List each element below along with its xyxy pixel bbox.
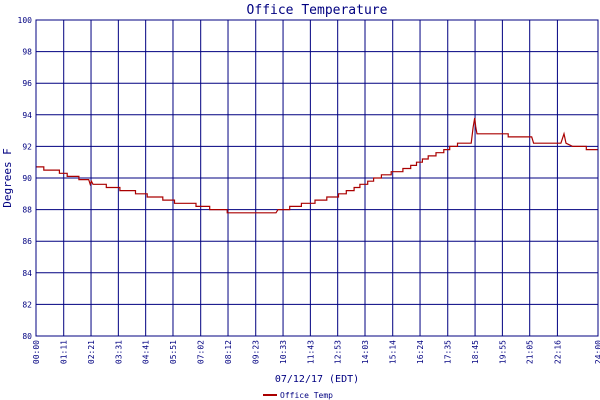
legend-label: Office Temp (280, 391, 333, 400)
y-tick-label: 90 (22, 174, 32, 183)
y-axis-label: Degrees F (1, 148, 14, 208)
y-tick-label: 80 (22, 332, 32, 341)
y-tick-label: 84 (22, 269, 32, 278)
x-tick-label: 15:14 (389, 340, 398, 364)
x-tick-label: 22:16 (553, 340, 562, 364)
x-tick-label: 04:41 (142, 340, 151, 364)
x-tick-label: 19:55 (498, 340, 507, 364)
x-tick-label: 17:35 (444, 340, 453, 364)
y-tick-label: 82 (22, 300, 32, 309)
x-tick-label: 00:00 (32, 340, 41, 364)
x-tick-label: 16:24 (416, 340, 425, 364)
x-tick-label: 18:45 (471, 340, 480, 364)
legend: Office Temp (263, 391, 333, 400)
x-axis-label: 07/12/17 (EDT) (275, 374, 359, 385)
y-tick-label: 98 (22, 48, 32, 57)
x-tick-label: 11:43 (306, 340, 315, 364)
x-tick-label: 01:11 (60, 340, 69, 364)
x-tick-label: 02:21 (87, 340, 96, 364)
x-tick-label: 08:12 (224, 340, 233, 364)
x-tick-label: 14:03 (361, 340, 370, 364)
x-axis-ticks: 00:00 01:11 02:21 03:31 04:41 05:51 07:02 08:12… (32, 340, 600, 364)
y-tick-label: 86 (22, 237, 32, 246)
x-tick-label: 24:00 (594, 340, 600, 364)
x-tick-label: 10:33 (279, 340, 288, 364)
y-axis-ticks: 80 82 84 86 88 90 92 94 96 98 100 (18, 16, 33, 341)
y-tick-label: 92 (22, 142, 32, 151)
x-tick-label: 03:31 (114, 340, 123, 364)
x-tick-label: 12:53 (334, 340, 343, 364)
y-tick-label: 94 (22, 111, 32, 120)
x-tick-label: 07:02 (197, 340, 206, 364)
y-tick-label: 100 (18, 16, 33, 25)
series-lines (36, 117, 598, 214)
y-tick-label: 96 (22, 79, 32, 88)
x-tick-label: 21:05 (526, 340, 535, 364)
series-line-office-temp (36, 117, 598, 214)
chart-title: Office Temperature (247, 3, 388, 18)
x-tick-label: 05:51 (169, 340, 178, 364)
y-tick-label: 88 (22, 206, 32, 215)
plot-frame (35, 19, 599, 337)
x-tick-label: 09:23 (252, 340, 261, 364)
